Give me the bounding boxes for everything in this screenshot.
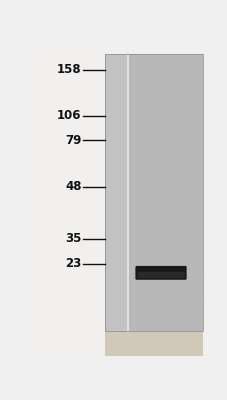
FancyBboxPatch shape: [135, 266, 186, 280]
Bar: [105, 54, 202, 331]
Bar: [28, 48, 105, 356]
Bar: [105, 54, 128, 331]
Text: 23: 23: [65, 257, 81, 270]
Text: 106: 106: [57, 109, 81, 122]
Text: 48: 48: [65, 180, 81, 193]
Text: 35: 35: [65, 232, 81, 246]
Text: 79: 79: [65, 134, 81, 147]
Text: 158: 158: [57, 63, 81, 76]
Bar: [105, 331, 202, 356]
Bar: [128, 54, 202, 331]
FancyBboxPatch shape: [137, 272, 184, 278]
